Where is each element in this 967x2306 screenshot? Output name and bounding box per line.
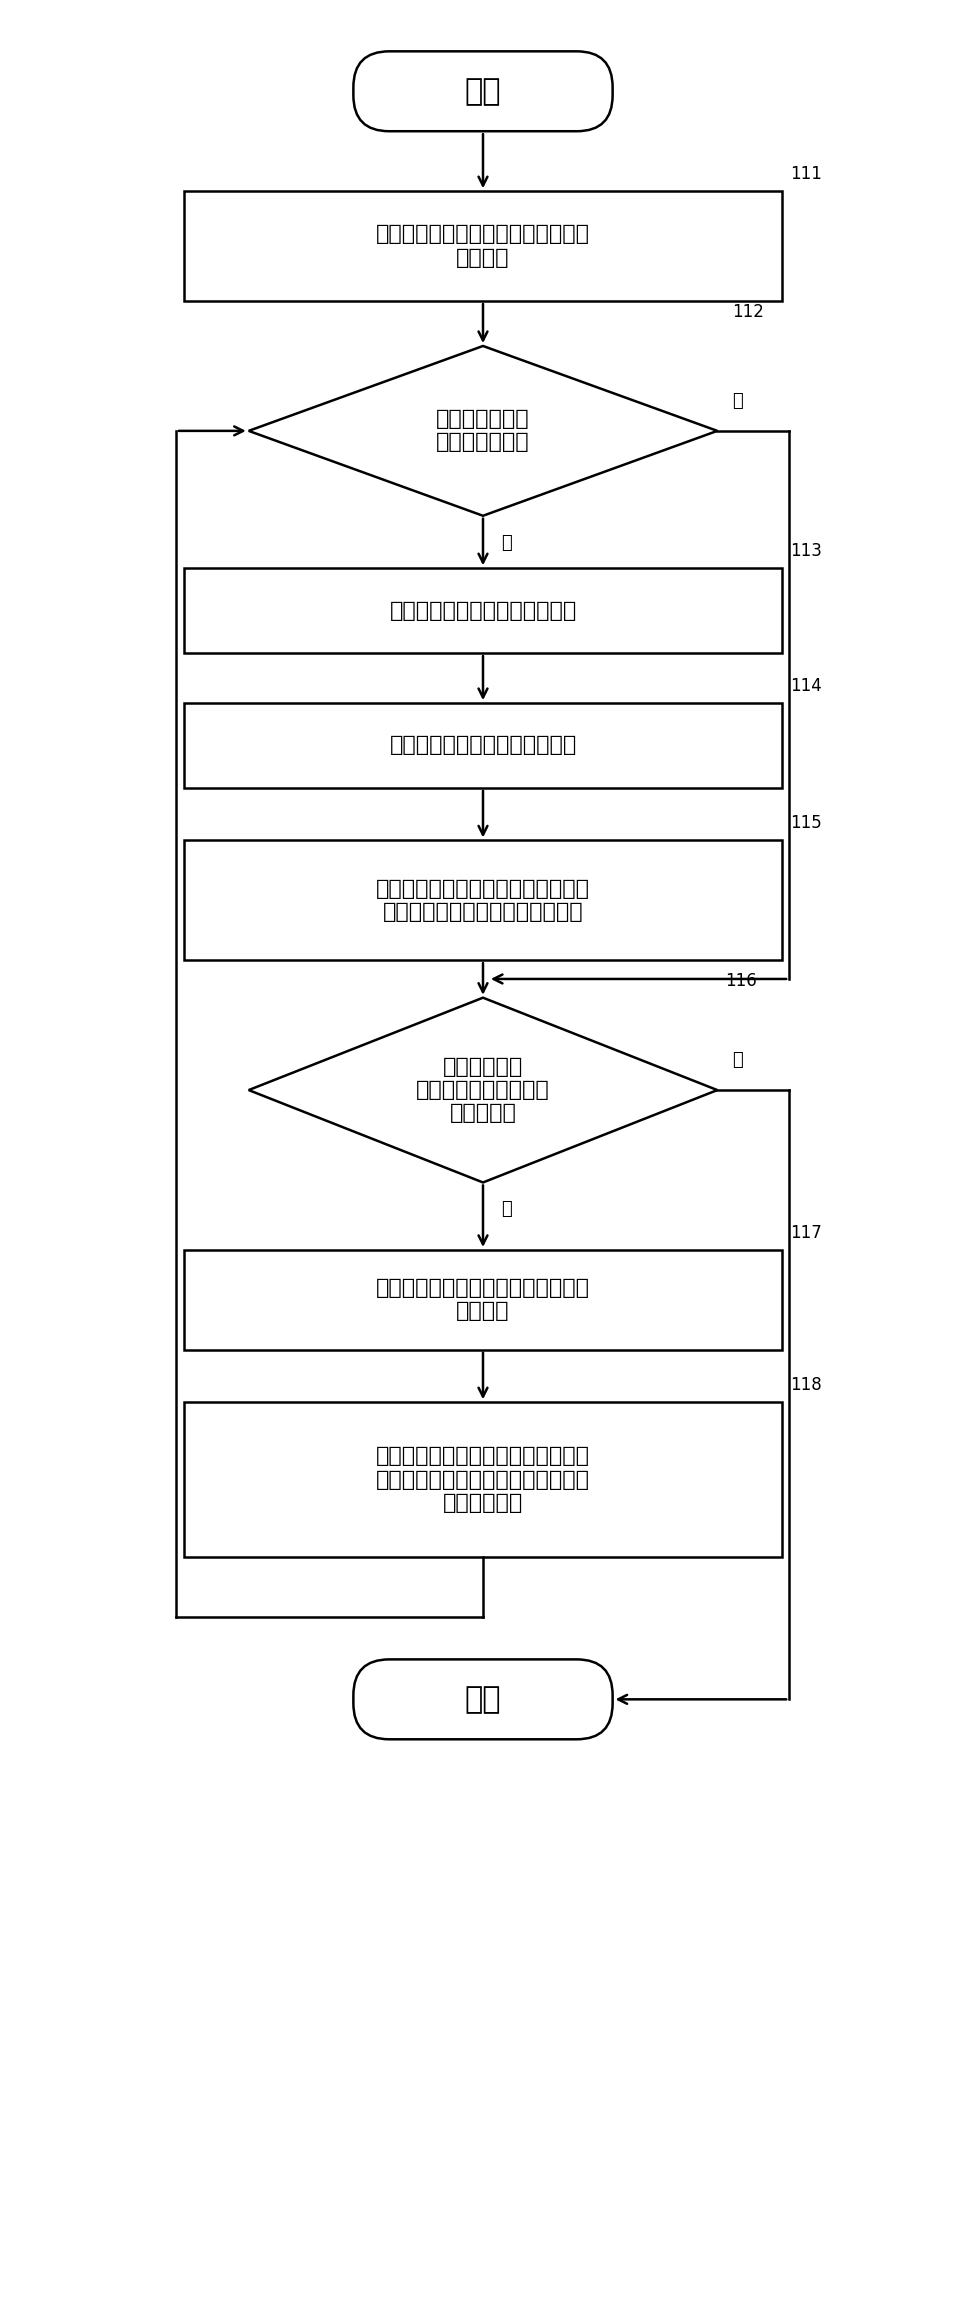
Text: 114: 114 — [790, 678, 822, 694]
Bar — [184, 191, 782, 302]
Text: 116: 116 — [725, 971, 757, 989]
Text: 判断该故障症状
是否已经保存？: 判断该故障症状 是否已经保存？ — [436, 408, 530, 452]
FancyBboxPatch shape — [353, 51, 613, 131]
Text: 117: 117 — [790, 1224, 822, 1243]
Text: 否: 否 — [501, 533, 512, 551]
Text: 获取组件的故障症状的检测方法: 获取组件的故障症状的检测方法 — [390, 600, 576, 620]
Bar — [184, 1402, 782, 1557]
Bar — [184, 1250, 782, 1349]
Text: 113: 113 — [790, 542, 822, 560]
Text: 保存该故障症状与另一个故障症状之
间的依赖关系，把另一个故障症状作
为该故障症状: 保存该故障症状与另一个故障症状之 间的依赖关系，把另一个故障症状作 为该故障症状 — [376, 1446, 590, 1513]
Text: 保存组件的故障，组件的故障症状、
该故障症状的检测方法和修复方法: 保存组件的故障，组件的故障症状、 该故障症状的检测方法和修复方法 — [376, 879, 590, 922]
Text: 是: 是 — [501, 1201, 512, 1218]
Text: 开始: 开始 — [465, 76, 501, 106]
Bar — [184, 567, 782, 653]
Text: 111: 111 — [790, 166, 822, 182]
Bar — [184, 703, 782, 789]
Text: 118: 118 — [790, 1377, 822, 1395]
Text: 是: 是 — [732, 392, 743, 410]
Text: 获取另一个故障症状和故障症状所对
应的组件: 获取另一个故障症状和故障症状所对 应的组件 — [376, 1278, 590, 1321]
Polygon shape — [249, 346, 718, 517]
Polygon shape — [249, 998, 718, 1183]
Text: 结束: 结束 — [465, 1686, 501, 1713]
Text: 获取组件的故障症状的修复方法: 获取组件的故障症状的修复方法 — [390, 736, 576, 756]
Text: 获取集群故障案例引起故障的组件和
故障症状: 获取集群故障案例引起故障的组件和 故障症状 — [376, 224, 590, 267]
Text: 115: 115 — [790, 814, 822, 832]
FancyBboxPatch shape — [353, 1660, 613, 1739]
Text: 判断是否有引
起该故障症状的另一个
故障症状？: 判断是否有引 起该故障症状的另一个 故障症状？ — [416, 1056, 550, 1123]
Text: 否: 否 — [732, 1052, 743, 1070]
Bar — [184, 839, 782, 959]
Text: 112: 112 — [732, 302, 764, 321]
